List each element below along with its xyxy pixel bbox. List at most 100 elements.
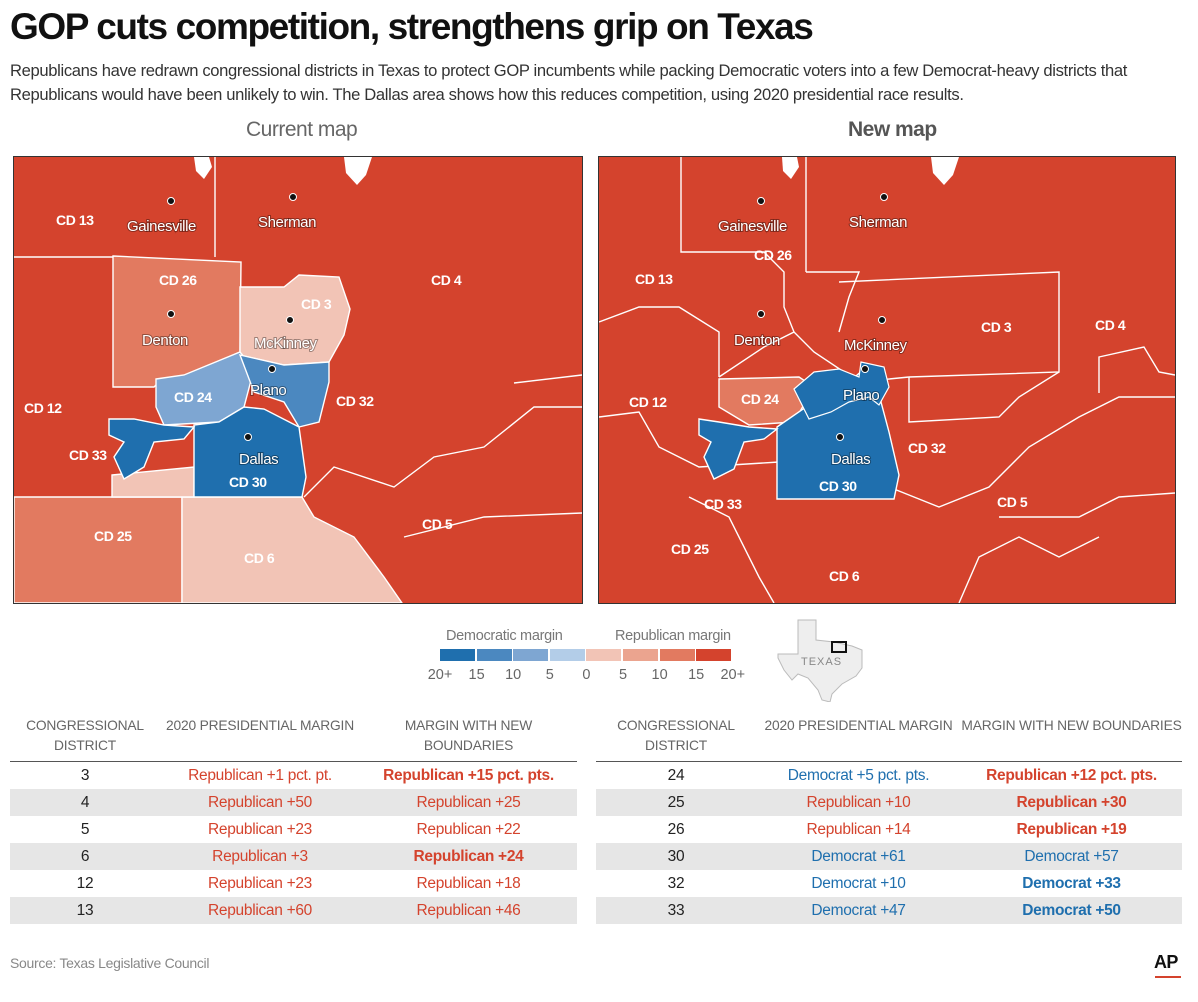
cd-label: CD 5 <box>997 494 1028 510</box>
margin-2020-cell: Republican +23 <box>208 820 312 838</box>
table-row: 12 Republican +23 Republican +18 <box>10 870 577 897</box>
margin-2020-cell: Democrat +47 <box>756 897 961 924</box>
margin-2020-cell: Republican +1 pct. pt. <box>188 766 332 784</box>
cd-label: CD 25 <box>94 528 132 544</box>
ap-logo: AP <box>1154 952 1184 982</box>
district-cell: 5 <box>80 820 90 838</box>
cd-label: CD 4 <box>1095 317 1126 333</box>
city-label: Denton <box>142 332 188 349</box>
legend-swatch <box>440 649 475 661</box>
margin-2020-cell: Republican +23 <box>208 874 312 892</box>
margin-new-cell: Democrat +57 <box>961 843 1182 870</box>
cd-label: CD 24 <box>174 389 212 405</box>
legend-tick: 15 <box>468 667 485 683</box>
legend-swatch <box>476 649 512 661</box>
col-header: 2020 PRESIDENTIAL MARGIN <box>160 714 360 762</box>
city-label: Dallas <box>239 451 278 468</box>
district-cell: 24 <box>667 766 685 784</box>
legend-tick: 10 <box>505 667 522 683</box>
table-row: 33 Democrat +47 Democrat +50 <box>596 897 1182 924</box>
city-label: Gainesville <box>127 218 196 235</box>
district-cell: 30 <box>596 843 756 870</box>
legend-swatch <box>696 649 732 661</box>
margin-new-cell: Republican +24 <box>360 843 577 870</box>
table-row: 13 Republican +60 Republican +46 <box>10 897 577 924</box>
city-label: Gainesville <box>718 218 787 235</box>
current-map-heading: Current map <box>246 118 358 141</box>
cd-label: CD 32 <box>908 440 946 456</box>
margin-new-cell: Republican +18 <box>416 874 521 892</box>
margin-new-cell: Republican +30 <box>961 789 1182 816</box>
table-row: 6 Republican +3 Republican +24 <box>10 843 577 870</box>
legend-tick: 20+ <box>720 667 746 683</box>
district-cell: 6 <box>10 843 160 870</box>
cd-label: CD 33 <box>69 447 107 463</box>
margin-2020-cell: Republican +60 <box>160 897 360 924</box>
legend-rep-label: Republican margin <box>615 628 731 644</box>
col-header: CONGRESSIONAL DISTRICT <box>10 714 160 762</box>
cd-label: CD 30 <box>819 478 857 494</box>
city-label: Denton <box>734 332 780 349</box>
margin-new-cell: Republican +25 <box>360 789 577 816</box>
table-row: 4 Republican +50 Republican +25 <box>10 789 577 816</box>
margin-table-left: CONGRESSIONAL DISTRICT 2020 PRESIDENTIAL… <box>10 714 577 924</box>
margin-new-cell: Republican +15 pct. pts. <box>383 766 554 784</box>
legend-tick: 15 <box>688 667 705 683</box>
cd-label: CD 33 <box>704 496 742 512</box>
cd-label: CD 5 <box>422 516 453 532</box>
legend-dem-label: Democratic margin <box>446 628 563 644</box>
legend-swatches <box>440 649 733 661</box>
district-cell: 4 <box>10 789 160 816</box>
cd-label: CD 12 <box>629 394 667 410</box>
col-header: 2020 PRESIDENTIAL MARGIN <box>756 714 961 762</box>
margin-2020-cell: Democrat +10 <box>811 874 906 892</box>
table-row: 30 Democrat +61 Democrat +57 <box>596 843 1182 870</box>
cd-label: CD 32 <box>336 393 374 409</box>
margin-new-cell: Republican +12 pct. pts. <box>986 766 1157 784</box>
legend-tick: 5 <box>545 667 554 683</box>
cd-label: CD 6 <box>829 568 860 584</box>
margin-table-right: CONGRESSIONAL DISTRICT 2020 PRESIDENTIAL… <box>596 714 1182 924</box>
table-row: 5 Republican +23 Republican +22 <box>10 816 577 843</box>
city-label: Sherman <box>849 214 907 231</box>
city-label: Dallas <box>831 451 870 468</box>
legend-tick: 10 <box>651 667 668 683</box>
legend-tick: 0 <box>582 667 591 683</box>
table-row: 24 Democrat +5 pct. pts. Republican +12 pc… <box>596 762 1182 790</box>
table-row: 3 Republican +1 pct. pt. Republican +15 pc… <box>10 762 577 790</box>
city-label: Sherman <box>258 214 316 231</box>
cd-label: CD 13 <box>635 271 673 287</box>
margin-new-cell: Democrat +33 <box>1022 874 1121 892</box>
current-map: CD 13 CD 4 CD 26 CD 3 CD 24 CD 32 CD 12 … <box>13 156 583 604</box>
cd-label: CD 6 <box>244 550 275 566</box>
district-cell: 32 <box>667 874 685 892</box>
margin-2020-cell: Republican +10 <box>756 789 961 816</box>
legend-swatch <box>549 649 585 661</box>
legend-swatch <box>659 649 695 661</box>
cd-label: CD 30 <box>229 474 267 490</box>
district-cell: 13 <box>10 897 160 924</box>
legend-tick: 20+ <box>427 667 453 683</box>
new-map: CD 26 CD 13 CD 3 CD 4 CD 12 CD 24 CD 32 … <box>598 156 1176 604</box>
district-cell: 3 <box>80 766 90 784</box>
district-cell: 12 <box>76 874 94 892</box>
table-row: 32 Democrat +10 Democrat +33 <box>596 870 1182 897</box>
table-row: 26 Republican +14 Republican +19 <box>596 816 1182 843</box>
margin-legend: Democratic margin Republican margin 20+ 1… <box>420 626 760 696</box>
col-header: MARGIN WITH NEW BOUNDARIES <box>360 714 577 762</box>
city-label: Plano <box>843 387 879 404</box>
legend-swatch <box>513 649 549 661</box>
ap-logo-text: AP <box>1154 952 1178 972</box>
cd-label: CD 26 <box>754 247 792 263</box>
margin-2020-cell: Republican +3 <box>160 843 360 870</box>
margin-new-cell: Democrat +50 <box>961 897 1182 924</box>
cd-label: CD 4 <box>431 272 462 288</box>
inset-state-label: TEXAS <box>801 656 842 668</box>
district-cell: 33 <box>596 897 756 924</box>
district-cell: 26 <box>667 820 685 838</box>
margin-2020-cell: Democrat +61 <box>756 843 961 870</box>
cd-label: CD 3 <box>981 319 1012 335</box>
margin-2020-cell: Republican +50 <box>160 789 360 816</box>
margin-2020-cell: Democrat +5 pct. pts. <box>787 766 930 784</box>
cd-label: CD 26 <box>159 272 197 288</box>
